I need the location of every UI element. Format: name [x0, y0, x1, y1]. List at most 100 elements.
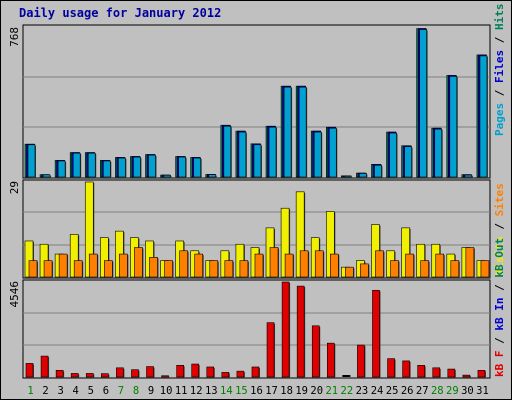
sites-bar	[480, 260, 490, 278]
x-tick-label: 24	[371, 385, 384, 397]
sites-bar	[73, 260, 83, 278]
kbf-bar-shadow	[162, 376, 170, 378]
sites-bar	[435, 253, 445, 278]
x-tick-label: 11	[175, 385, 188, 397]
x-tick-label: 29	[446, 385, 459, 397]
y-max-label: 29	[8, 181, 21, 194]
legend-visits: Visits	[493, 236, 506, 276]
x-tick-label: 8	[133, 385, 139, 397]
pages-bar	[464, 174, 473, 178]
pages-bar	[298, 86, 307, 178]
sites-bar	[224, 260, 234, 278]
legend-sites: Sites	[493, 183, 506, 216]
legend-kb-f: kB F	[493, 351, 506, 378]
pages-bar	[328, 127, 337, 178]
pages-bar	[313, 131, 322, 178]
kbf-bar	[40, 355, 49, 378]
kbf-bar	[191, 363, 200, 378]
sites-bar	[43, 260, 53, 278]
x-tick-label: 12	[190, 385, 203, 397]
sites-bar	[465, 247, 475, 278]
x-tick-label: 13	[205, 385, 218, 397]
kbf-bar	[101, 373, 109, 378]
legend-hits-files-pages: Pages / Files / Hits	[493, 4, 506, 137]
sites-bar	[104, 260, 113, 278]
x-tick-label: 31	[476, 385, 489, 397]
pages-bar	[148, 154, 156, 178]
sites-bar	[314, 250, 324, 278]
x-tick-label: 22	[341, 385, 354, 397]
x-tick-label: 18	[280, 385, 293, 397]
kbf-bar	[477, 370, 486, 378]
sites-bar	[269, 247, 279, 278]
sites-bar	[405, 253, 414, 278]
x-tick-label: 28	[431, 385, 444, 397]
legend-hits: Hits	[493, 4, 506, 31]
x-tick-label: 14	[220, 385, 233, 397]
sites-bar	[420, 260, 429, 278]
pages-bar	[374, 164, 382, 178]
kbf-bar	[417, 364, 425, 378]
kbf-bar	[221, 372, 230, 378]
kbf-bar	[462, 374, 471, 378]
x-tick-label: 10	[160, 385, 173, 397]
pages-bar	[27, 144, 36, 178]
kbf-bar	[236, 370, 245, 378]
kbf-bar	[311, 325, 320, 378]
kbf-bar	[372, 289, 380, 378]
legend-visits-sites: Visits / Sites	[493, 183, 506, 276]
pages-bar	[404, 146, 412, 178]
pages-bar	[42, 174, 51, 178]
kbf-bar	[85, 373, 94, 378]
x-tick-label: 27	[416, 385, 429, 397]
panel-frame-3	[22, 279, 491, 379]
y-max-label: 768	[8, 27, 21, 47]
pages-bar	[178, 156, 186, 178]
kbf-bar	[342, 375, 351, 377]
pages-bar	[72, 152, 81, 178]
pages-bar	[268, 126, 277, 178]
sites-bar	[239, 260, 249, 278]
legend-kbytes: kB F / kB In / kB Out	[493, 238, 506, 377]
legend-kb-out: kB Out	[493, 238, 506, 278]
kbf-bar	[55, 370, 64, 378]
x-tick-label: 26	[401, 385, 414, 397]
kbf-bar	[206, 366, 215, 378]
sites-bar	[375, 250, 384, 278]
pages-bar	[208, 174, 217, 178]
x-tick-label: 21	[325, 385, 338, 397]
pages-bar	[479, 55, 488, 178]
pages-bar	[57, 160, 66, 178]
sites-bar	[58, 253, 68, 278]
x-tick-label: 20	[310, 385, 323, 397]
kbf-bar	[146, 366, 154, 378]
pages-bar	[87, 152, 96, 178]
pages-bar	[449, 76, 458, 178]
kbf-bar	[131, 369, 139, 378]
pages-bar	[434, 128, 443, 178]
kbf-bar	[116, 367, 124, 378]
sites-bar	[254, 253, 264, 278]
kbf-bar	[432, 367, 441, 378]
sites-bar	[450, 260, 460, 278]
x-tick-label: 25	[386, 385, 399, 397]
pages-bar-shadow	[345, 177, 353, 179]
pages-bar	[223, 125, 232, 178]
kbf-bar	[266, 322, 275, 378]
pages-bar	[163, 174, 171, 178]
pages-bar	[103, 160, 111, 178]
sites-bar	[164, 260, 173, 278]
legend-kb-in: kB In	[493, 298, 506, 331]
x-tick-label: 3	[57, 385, 63, 397]
kbf-bar	[161, 375, 169, 378]
x-tick-label: 16	[250, 385, 263, 397]
chart-title: Daily usage for January 2012	[19, 6, 222, 20]
kbf-bar	[326, 342, 335, 378]
pages-bar	[133, 156, 141, 178]
kbf-bar	[402, 360, 410, 378]
legend-files: Files	[493, 50, 506, 83]
pages-bar	[118, 157, 126, 178]
sites-bar	[179, 250, 188, 278]
sites-bar	[284, 253, 294, 278]
